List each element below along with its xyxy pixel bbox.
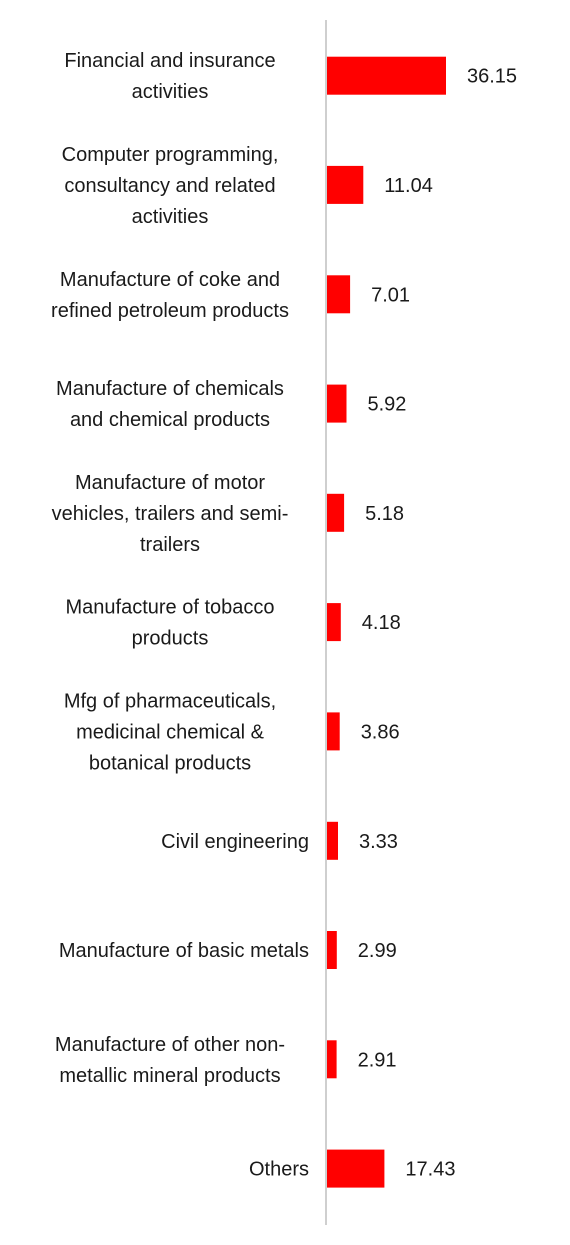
- category-label-1: Computer programming, consultancy and rel…: [62, 144, 279, 228]
- value-label-9: 2.91: [358, 1049, 397, 1071]
- value-label-5: 4.18: [362, 612, 401, 634]
- bar-6: [327, 712, 340, 751]
- bar-5: [327, 603, 341, 642]
- bar-2: [327, 275, 351, 314]
- value-label-3: 5.92: [368, 394, 407, 416]
- category-label-9: Manufacture of other non-metallic minera…: [55, 1034, 285, 1087]
- category-label-0: Financial and insurance activities: [64, 50, 275, 103]
- bar-10: [327, 1149, 385, 1188]
- value-label-2: 7.01: [371, 284, 410, 306]
- category-label-8: Manufacture of basic metals: [59, 940, 309, 962]
- value-label-4: 5.18: [365, 503, 404, 525]
- value-label-7: 3.33: [359, 831, 398, 853]
- category-label-6: Mfg of pharmaceuticals, medicinal chemica…: [64, 690, 276, 774]
- category-label-10: Others: [249, 1159, 309, 1181]
- bar-4: [327, 493, 345, 532]
- bar-7: [327, 821, 338, 860]
- category-label-5: Manufacture of tobacco products: [65, 597, 274, 650]
- category-label-3: Manufacture of chemicals and chemical pro…: [56, 378, 284, 431]
- category-label-2: Manufacture of coke and refined petroleum…: [51, 269, 289, 322]
- category-label-7: Civil engineering: [161, 831, 309, 853]
- value-label-10: 17.43: [405, 1159, 455, 1181]
- bar-9: [327, 1040, 337, 1079]
- value-label-6: 3.86: [361, 721, 400, 743]
- category-label-4: Manufacture of motor vehicles, trailers a…: [52, 472, 289, 556]
- bar-3: [327, 384, 347, 423]
- bar-1: [327, 165, 364, 204]
- value-label-8: 2.99: [358, 940, 397, 962]
- bar-8: [327, 931, 337, 969]
- chart-marks: 36.15 Financial and insurance activities 11…: [51, 50, 517, 1188]
- value-label-0: 36.15: [467, 66, 517, 88]
- bar-0: [327, 56, 446, 95]
- value-label-1: 11.04: [384, 175, 433, 197]
